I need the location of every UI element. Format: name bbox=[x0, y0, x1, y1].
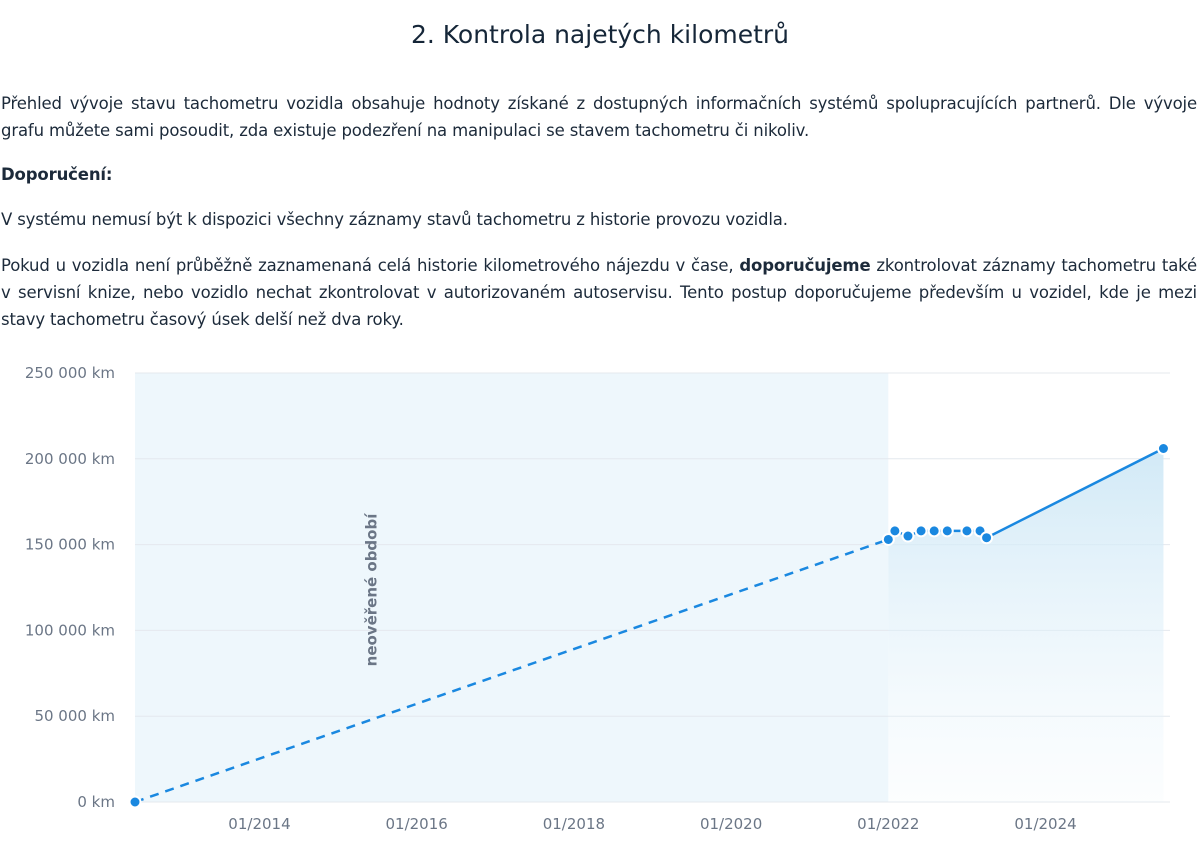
x-tick-label: 01/2014 bbox=[228, 815, 290, 833]
data-point bbox=[914, 524, 928, 538]
x-tick-label: 01/2020 bbox=[700, 815, 762, 833]
y-tick-label: 250 000 km bbox=[25, 364, 115, 382]
x-tick-label: 01/2016 bbox=[386, 815, 448, 833]
y-tick-label: 200 000 km bbox=[25, 450, 115, 468]
data-point bbox=[980, 531, 994, 545]
data-point bbox=[901, 529, 915, 543]
y-tick-label: 50 000 km bbox=[34, 707, 115, 725]
data-point bbox=[888, 524, 902, 538]
data-point bbox=[940, 524, 954, 538]
intro-paragraph: Přehled vývoje stavu tachometru vozidla … bbox=[1, 94, 1197, 140]
unverified-period-label: neověřené období bbox=[363, 513, 381, 667]
advice-emphasis: doporučujeme bbox=[739, 256, 871, 275]
x-tick-label: 01/2024 bbox=[1014, 815, 1076, 833]
data-point bbox=[1156, 442, 1170, 456]
advice-paragraph: Pokud u vozidla není průběžně zaznamenan… bbox=[1, 252, 1197, 333]
x-tick-label: 01/2018 bbox=[543, 815, 605, 833]
section-title: 2. Kontrola najetých kilometrů bbox=[410, 20, 790, 49]
advice-text-after: zkontrolovat záznamy tachometru také v s… bbox=[1, 256, 1197, 329]
y-tick-label: 100 000 km bbox=[25, 621, 115, 639]
data-point bbox=[881, 532, 895, 546]
y-tick-label: 0 km bbox=[77, 793, 115, 811]
data-point bbox=[128, 795, 142, 809]
odometer-chart: 0 km 50 000 km 100 000 km 150 000 km 200 000… bbox=[25, 364, 1170, 833]
recommendation-note: V systému nemusí být k dispozici všechny… bbox=[1, 210, 788, 229]
x-tick-label: 01/2022 bbox=[857, 815, 919, 833]
y-tick-label: 150 000 km bbox=[25, 536, 115, 554]
unverified-series-line bbox=[134, 538, 889, 804]
data-point bbox=[927, 524, 941, 538]
unverified-period-band bbox=[135, 373, 889, 802]
recommendation-heading: Doporučení: bbox=[1, 165, 113, 184]
advice-text-before: Pokud u vozidla není průběžně zaznamenan… bbox=[1, 256, 740, 275]
data-point bbox=[960, 524, 974, 538]
verified-area bbox=[888, 448, 1164, 802]
